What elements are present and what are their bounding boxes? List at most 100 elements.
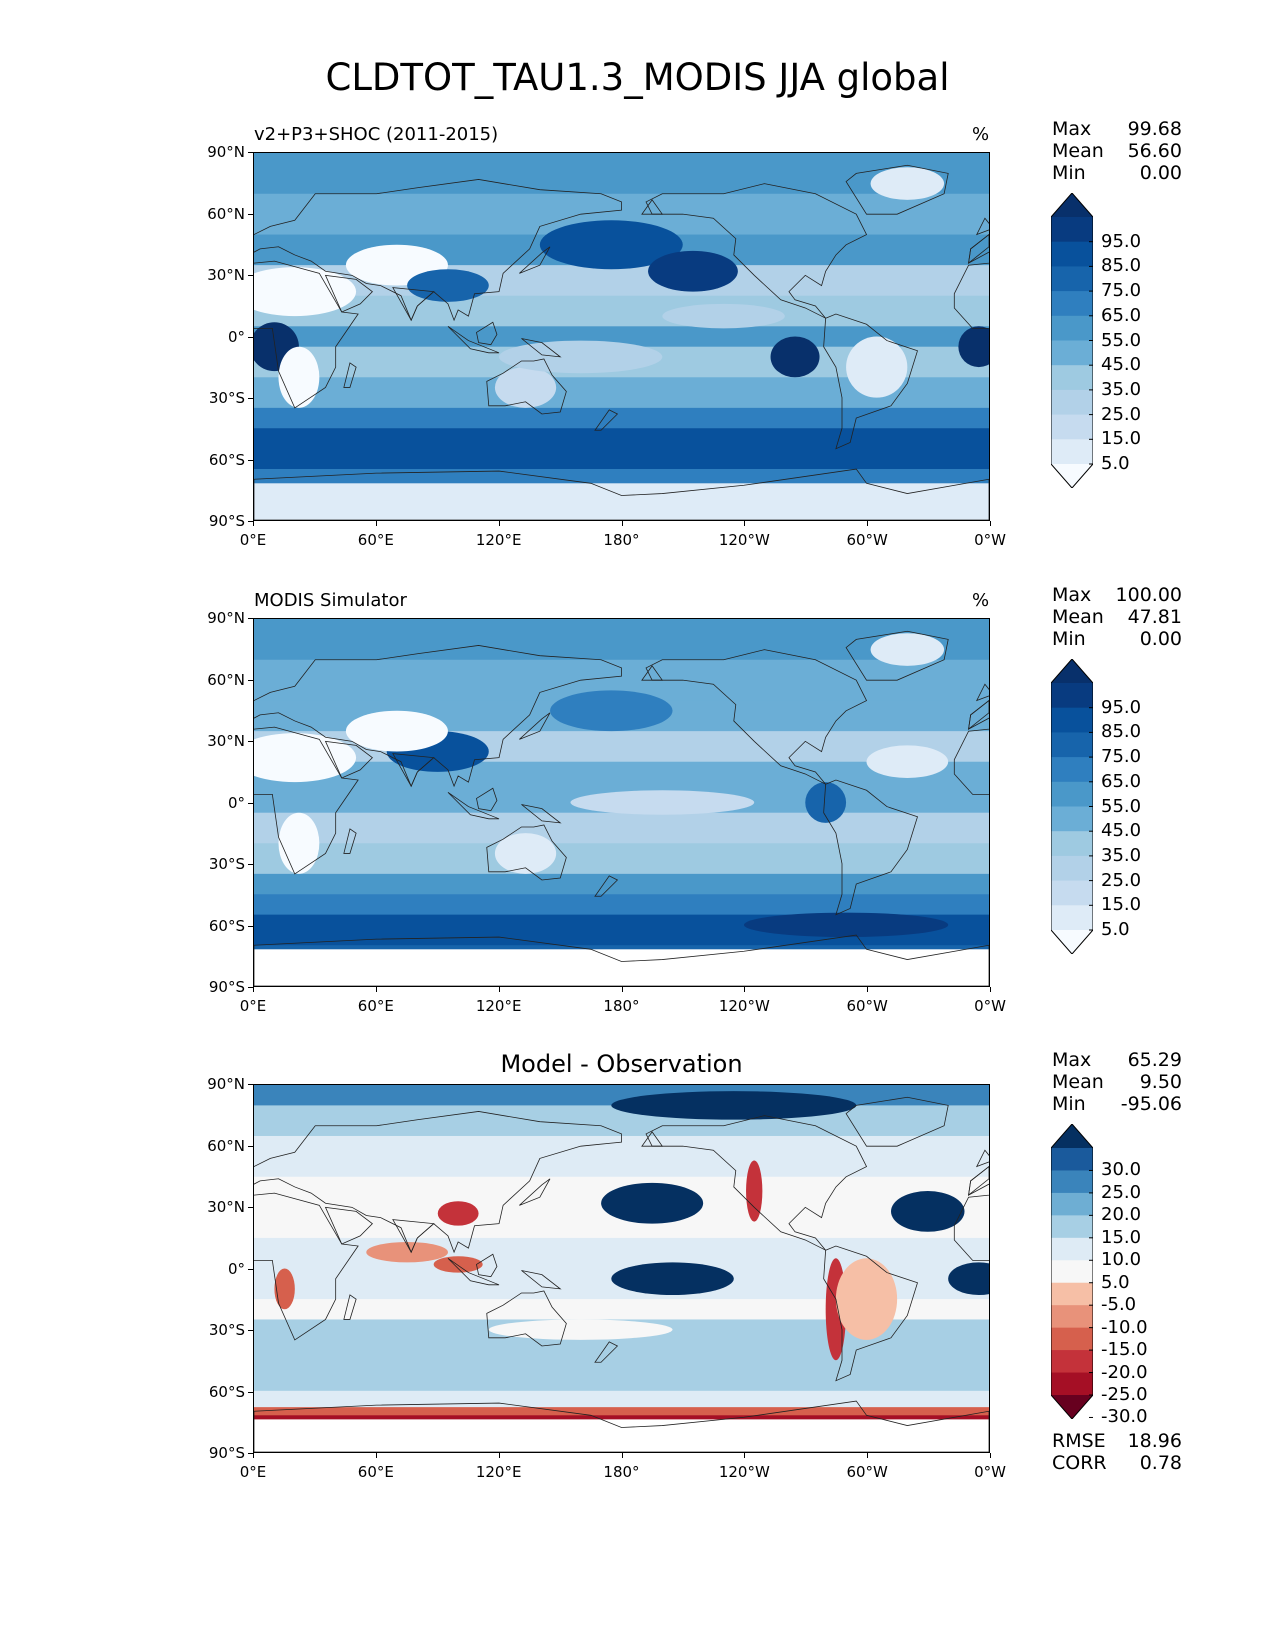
coastline-africa <box>254 1192 359 1341</box>
coastline-greenland <box>845 630 949 681</box>
coastline-nz <box>594 1341 619 1363</box>
stat-row: Mean 47.81 <box>1052 606 1182 628</box>
lat-tick <box>248 1391 253 1393</box>
coastline-japan <box>519 246 551 274</box>
coastline-antarctica <box>254 934 989 986</box>
field-patch <box>494 833 557 874</box>
field-patch <box>805 782 847 823</box>
lon-tick <box>253 521 254 526</box>
field-band <box>254 812 989 844</box>
coastline-antarctica <box>254 1400 989 1452</box>
lon-tick <box>498 521 500 526</box>
colorbar-segment <box>1051 315 1093 341</box>
stat-name: RMSE <box>1052 1430 1106 1452</box>
stat-value: 9.50 <box>1139 1071 1182 1093</box>
colorbar-label: -25.0 <box>1101 1384 1148 1405</box>
coastline-australia <box>486 358 567 415</box>
lat-tick-label: 60°N <box>207 1136 245 1155</box>
field-patch <box>407 269 489 302</box>
lat-tick-label: 30°S <box>208 1321 245 1339</box>
coastlines <box>254 1096 989 1452</box>
coastline-alaska_w <box>641 1131 664 1147</box>
map-field <box>254 153 989 520</box>
stat-value: 0.00 <box>1139 628 1182 650</box>
lon-tick <box>621 987 623 992</box>
coastline-madagascar <box>343 362 357 388</box>
panel-1-stats: Max 99.68 Mean 56.60 Min 0.00 <box>1052 118 1182 184</box>
colorbar-extend-top <box>1051 1124 1093 1148</box>
field-band <box>254 843 989 875</box>
lat-tick <box>248 336 253 338</box>
stat-value: 18.96 <box>1127 1430 1182 1452</box>
lat-tick <box>248 213 253 215</box>
colorbar-segment <box>1051 757 1093 783</box>
coastline-borneo <box>476 321 498 346</box>
coastline-borneo <box>476 787 498 812</box>
coastline-nz <box>594 409 619 431</box>
lon-tick-label: 60°W <box>846 531 888 549</box>
field-patch <box>662 303 785 329</box>
lat-tick <box>248 1268 253 1270</box>
coastline-greenland <box>845 1096 949 1147</box>
lon-tick-label: 120°E <box>475 531 522 549</box>
lon-tick-label: 0°E <box>239 1463 267 1481</box>
lon-tick <box>744 521 746 526</box>
colorbar-label: 65.0 <box>1101 304 1142 326</box>
colorbar-label: -30.0 <box>1101 1406 1148 1428</box>
stat-value: 99.68 <box>1127 118 1182 140</box>
colorbar-label: 95.0 <box>1101 696 1142 718</box>
stat-value: 0.78 <box>1139 1452 1182 1474</box>
stat-name: Min <box>1052 1093 1086 1115</box>
map-field <box>254 1085 989 1452</box>
coastline-europe2 <box>968 700 989 731</box>
coastline-europe2 <box>968 234 989 265</box>
field-patch <box>866 745 949 779</box>
colorbar-segment <box>1051 389 1093 416</box>
coastline-africa <box>254 260 359 409</box>
stat-value: -95.06 <box>1120 1093 1182 1115</box>
stat-row: Max 100.00 <box>1052 584 1182 606</box>
colorbar-segment <box>1051 1350 1093 1374</box>
field-patch <box>366 1241 448 1263</box>
colorbar-segment <box>1051 855 1093 882</box>
lon-tick-label: 0°E <box>239 997 267 1015</box>
coastline-indonesia <box>447 1258 500 1286</box>
lon-tick-label: 60°E <box>357 1463 394 1481</box>
lat-tick-label: 60°S <box>208 450 245 469</box>
stat-name: Max <box>1052 584 1092 606</box>
stat-value: 47.81 <box>1127 606 1182 628</box>
field-patch <box>278 346 320 408</box>
stat-row: RMSE 18.96 <box>1052 1430 1182 1452</box>
colorbar-segment <box>1051 217 1093 243</box>
colorbar-label: 5.0 <box>1101 919 1130 940</box>
colorbar-segment <box>1051 806 1093 832</box>
lat-tick <box>248 459 253 461</box>
stat-value: 100.00 <box>1115 584 1182 606</box>
panel-2-units: % <box>972 590 990 611</box>
lat-tick-label: 60°S <box>208 916 245 935</box>
field-patch <box>254 267 357 317</box>
coastline-newguinea <box>521 1270 562 1290</box>
colorbar-label: 15.0 <box>1101 1226 1142 1248</box>
coastline-indonesia <box>447 792 500 820</box>
lon-tick <box>498 987 500 992</box>
field-band <box>254 1407 989 1416</box>
colorbar-label: 75.0 <box>1101 280 1142 302</box>
panel-2-map <box>253 618 990 987</box>
coastline-namerica <box>645 183 868 319</box>
colorbar-extend-bottom <box>1051 930 1093 954</box>
lat-tick-label: 90°N <box>207 1075 245 1093</box>
colorbar-label: 20.0 <box>1101 1204 1142 1226</box>
lat-tick <box>248 275 253 276</box>
lon-tick <box>375 521 377 526</box>
field-band <box>254 483 989 520</box>
coastline-africa-wrap <box>953 728 989 795</box>
colorbar-extend-top <box>1051 659 1093 683</box>
lat-tick-label: 60°S <box>208 1382 245 1401</box>
field-patch <box>433 1256 483 1273</box>
coastline-samerica <box>823 779 918 916</box>
field-band <box>254 1390 989 1408</box>
lon-tick <box>744 987 746 992</box>
coastline-arabia <box>324 274 373 313</box>
stat-row: Max 65.29 <box>1052 1049 1182 1071</box>
